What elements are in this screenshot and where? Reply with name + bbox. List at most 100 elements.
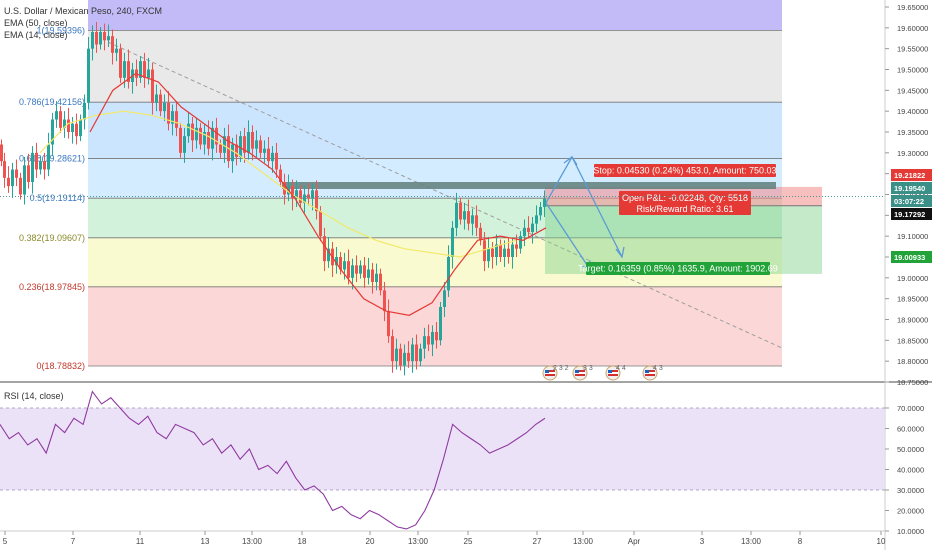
time-axis[interactable]: 5 7 11 13 13:00 18 20 13:00 25 27 13:00 Apr 3 13:00 8 1… — [3, 531, 886, 546]
candle-body — [499, 244, 502, 257]
candle-body — [79, 119, 82, 137]
ema50-line — [39, 110, 517, 258]
candle-body — [463, 211, 466, 220]
candle-body — [263, 148, 266, 153]
price-badge-label: 19.21822 — [894, 171, 925, 180]
event-flag-icon[interactable]: 4 3 — [642, 365, 663, 381]
price-tick-label: 19.60000 — [897, 24, 928, 33]
candle-body — [95, 32, 98, 45]
event-flag-icon[interactable]: 2 3 2 — [542, 365, 569, 381]
rsi-pane — [0, 390, 885, 530]
price-tick-label: 19.55000 — [897, 45, 928, 54]
candle — [435, 322, 438, 349]
arrowhead-up[interactable] — [563, 156, 578, 166]
price-badge[interactable] — [891, 169, 932, 181]
candle-body — [119, 48, 122, 78]
candle-body — [311, 190, 314, 199]
candle — [11, 162, 14, 198]
candle — [515, 234, 518, 257]
price-tick-label: 19.00000 — [897, 274, 928, 283]
candle — [423, 327, 426, 359]
candle — [303, 186, 306, 213]
trend-line[interactable] — [107, 41, 783, 349]
price-axis[interactable]: 19.65000 19.60000 19.55000 19.50000 19.45000… — [0, 3, 932, 387]
candle-body — [127, 61, 130, 82]
candle-body — [255, 140, 258, 149]
candle — [159, 89, 162, 117]
down-arrow[interactable] — [545, 202, 591, 270]
projection-arrows[interactable] — [545, 155, 625, 271]
candle-body — [367, 269, 370, 278]
candle — [279, 164, 282, 187]
candle — [495, 234, 498, 266]
price-tick-label: 19.35000 — [897, 128, 928, 137]
fib-level-label: 0.382(19.09607) — [19, 233, 85, 243]
resistance-rect[interactable] — [282, 182, 776, 189]
arrowhead-down[interactable] — [615, 246, 625, 259]
price-tick-label: 18.80000 — [897, 357, 928, 366]
candle — [267, 137, 270, 168]
event-markers[interactable]: 2 3 2 3 3 4 4 4 3 — [542, 365, 663, 381]
ema50-label[interactable]: EMA (50, close) — [4, 18, 68, 28]
rsi-label[interactable]: RSI (14, close) — [4, 391, 64, 401]
price-badge[interactable] — [891, 195, 932, 207]
resistance-zone[interactable] — [282, 182, 776, 189]
event-flag-icon[interactable]: 4 4 — [605, 365, 626, 381]
time-tick-label: 13:00 — [408, 537, 429, 546]
time-tick-label: 13:00 — [573, 537, 594, 546]
candle-body — [355, 265, 358, 274]
candle — [519, 231, 522, 254]
candle — [207, 120, 210, 156]
candle-body — [419, 348, 422, 362]
candle-body — [531, 223, 534, 232]
candle — [359, 260, 362, 279]
candle — [399, 343, 402, 371]
candle-body — [63, 119, 66, 128]
fib-zone — [88, 102, 782, 159]
price-tick-label: 19.10000 — [897, 232, 928, 241]
candle — [83, 94, 86, 130]
candle-body — [423, 336, 426, 349]
candle — [539, 202, 542, 221]
price-badge[interactable] — [891, 208, 932, 220]
candle — [127, 49, 130, 89]
candle-body — [487, 248, 490, 262]
event-flag-icon[interactable]: 3 3 — [572, 365, 593, 381]
time-tick-label: 18 — [298, 537, 307, 546]
candle-body — [83, 102, 86, 120]
rsi-axis[interactable]: 70.0000 60.0000 50.0000 40.0000 30.0000 20.00… — [885, 404, 924, 536]
time-tick-label: 13 — [201, 537, 210, 546]
candle-body — [111, 36, 114, 53]
candle-body — [67, 119, 70, 132]
candle — [507, 237, 510, 264]
candle — [175, 101, 178, 137]
candle-body — [535, 215, 538, 224]
ema14-label[interactable]: EMA (14, close) — [4, 30, 68, 40]
candle — [335, 247, 338, 274]
candle — [171, 104, 174, 136]
candle-body — [315, 190, 318, 212]
candle — [427, 324, 430, 352]
dashed-trendline[interactable] — [107, 41, 783, 349]
flag-stripe-white — [608, 372, 618, 374]
price-badge[interactable] — [891, 182, 932, 194]
candle — [183, 127, 186, 163]
fib-zone-top — [88, 0, 782, 31]
pnl-box — [619, 191, 751, 215]
candle-body — [415, 344, 418, 362]
candle — [79, 114, 82, 142]
candle — [535, 205, 538, 232]
candle-body — [467, 211, 470, 224]
candle-body — [163, 102, 166, 112]
candle-body — [451, 227, 454, 257]
time-tick-label: 3 — [700, 537, 705, 546]
candle-body — [279, 169, 282, 182]
candle-body — [243, 136, 246, 153]
stop-label-box — [594, 164, 776, 177]
candle — [487, 237, 490, 268]
price-badge[interactable] — [891, 251, 932, 263]
target-label: Target: 0.16359 (0.85%) 1635.9, Amount: … — [578, 264, 778, 274]
rsi-tick-label: 20.0000 — [897, 507, 924, 516]
flag-stripe-white — [575, 372, 585, 374]
